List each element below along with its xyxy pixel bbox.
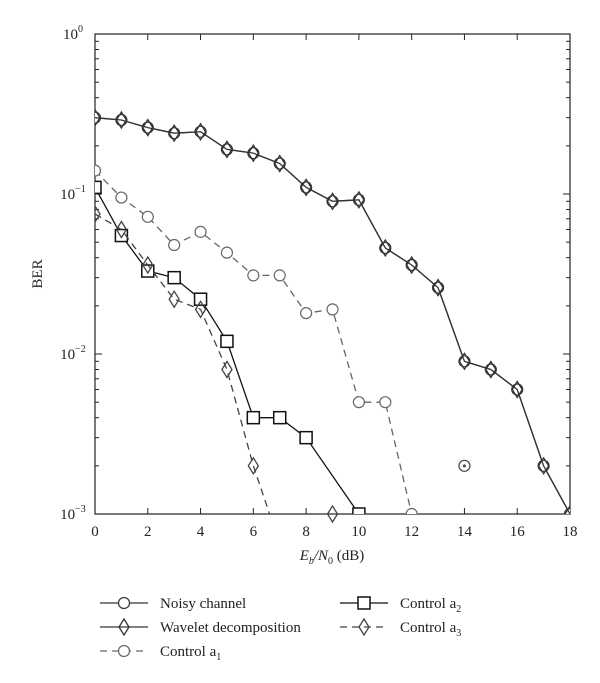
series-line bbox=[95, 117, 570, 514]
legend-label: Wavelet decomposition bbox=[160, 620, 301, 636]
legend-label: Control a2 bbox=[400, 596, 461, 615]
square-marker bbox=[167, 270, 181, 285]
x-tick-label: 6 bbox=[250, 524, 258, 540]
x-tick-label: 14 bbox=[457, 524, 473, 540]
diamond-marker bbox=[221, 360, 233, 379]
diamond-marker bbox=[115, 110, 128, 130]
circle-marker bbox=[194, 225, 207, 238]
legend-item: Control a3 bbox=[340, 617, 461, 639]
diamond-marker bbox=[537, 456, 550, 476]
diamond-marker bbox=[300, 178, 312, 197]
y-tick-label: 100 bbox=[63, 24, 83, 43]
diamond-marker bbox=[511, 380, 523, 399]
diamond-marker bbox=[405, 255, 418, 275]
square-marker bbox=[220, 334, 234, 349]
diamond-marker bbox=[247, 143, 260, 163]
square-marker bbox=[352, 507, 366, 514]
square-marker bbox=[299, 430, 313, 445]
y-tick-label: 10−3 bbox=[60, 504, 86, 523]
diamond-marker bbox=[358, 617, 370, 637]
legend: Noisy channel Wavelet decomposition Contro… bbox=[100, 596, 461, 663]
x-tick-label: 12 bbox=[404, 524, 419, 540]
square-marker bbox=[95, 180, 102, 195]
diamond-marker bbox=[458, 352, 471, 371]
circle-marker bbox=[273, 269, 286, 282]
legend-item: Wavelet decomposition bbox=[100, 617, 301, 637]
circle-marker bbox=[117, 644, 131, 658]
diamond-marker bbox=[564, 504, 570, 514]
x-tick-label: 2 bbox=[144, 524, 152, 540]
circle-marker-dot bbox=[462, 464, 466, 468]
circle-marker bbox=[379, 396, 392, 409]
circle-marker bbox=[326, 303, 339, 316]
diamond-marker bbox=[168, 123, 180, 143]
series-line bbox=[95, 213, 271, 514]
series-line bbox=[95, 187, 360, 514]
circle-marker bbox=[168, 238, 181, 252]
y-axis-label: BER bbox=[30, 259, 46, 288]
series-0 bbox=[95, 111, 570, 514]
diamond-marker bbox=[118, 617, 130, 637]
y-tick-label: 10−2 bbox=[60, 344, 86, 363]
diamond-marker bbox=[353, 190, 365, 210]
circle-marker bbox=[220, 246, 234, 259]
square-marker bbox=[272, 410, 287, 425]
legend-item: Control a2 bbox=[340, 596, 461, 615]
diamond-marker bbox=[273, 154, 286, 173]
diamond-marker bbox=[247, 456, 260, 476]
diamond-marker bbox=[95, 204, 101, 224]
circle-marker bbox=[247, 269, 260, 282]
square-marker bbox=[246, 410, 261, 425]
series-4 bbox=[95, 204, 271, 514]
diamond-marker bbox=[142, 255, 154, 275]
x-tick-label: 8 bbox=[302, 524, 310, 540]
x-tick-label: 4 bbox=[197, 524, 205, 540]
x-tick-label: 0 bbox=[91, 524, 99, 540]
diamond-marker bbox=[432, 278, 444, 297]
circle-marker bbox=[95, 164, 102, 177]
legend-label: Control a1 bbox=[160, 644, 221, 663]
diamond-marker bbox=[194, 300, 207, 319]
x-tick-label: 18 bbox=[563, 524, 578, 540]
y-tick-label: 10−1 bbox=[60, 184, 86, 203]
diamond-marker bbox=[115, 220, 128, 239]
circle-marker bbox=[117, 596, 131, 610]
circle-marker bbox=[141, 210, 154, 223]
series-2 bbox=[95, 164, 418, 514]
diamond-marker bbox=[485, 360, 497, 379]
diamond-marker bbox=[379, 238, 392, 258]
diamond-marker bbox=[326, 192, 339, 211]
series-line bbox=[95, 117, 570, 514]
circle-marker bbox=[352, 396, 365, 409]
legend-item: Control a1 bbox=[100, 644, 221, 663]
x-tick-label: 16 bbox=[510, 524, 526, 540]
legend-label: Noisy channel bbox=[160, 596, 246, 612]
series-1 bbox=[95, 108, 570, 514]
x-tick-label: 10 bbox=[351, 524, 366, 540]
diamond-marker bbox=[221, 140, 233, 159]
series-3 bbox=[95, 180, 366, 514]
circle-marker bbox=[405, 507, 418, 514]
diamond-marker bbox=[194, 122, 207, 141]
legend-label: Control a3 bbox=[400, 620, 461, 639]
circle-marker bbox=[115, 191, 128, 204]
plot-frame bbox=[94, 33, 571, 515]
legend-item: Noisy channel bbox=[100, 596, 246, 612]
diamond-marker bbox=[95, 108, 101, 127]
diamond-marker bbox=[326, 504, 339, 524]
series-line bbox=[95, 170, 413, 514]
diamond-marker bbox=[168, 289, 180, 309]
square-marker bbox=[193, 292, 208, 306]
x-axis-label: Eb/N0 (dB) bbox=[299, 548, 365, 567]
circle-marker bbox=[300, 307, 313, 320]
square-marker bbox=[357, 596, 371, 610]
diamond-marker bbox=[142, 118, 154, 137]
